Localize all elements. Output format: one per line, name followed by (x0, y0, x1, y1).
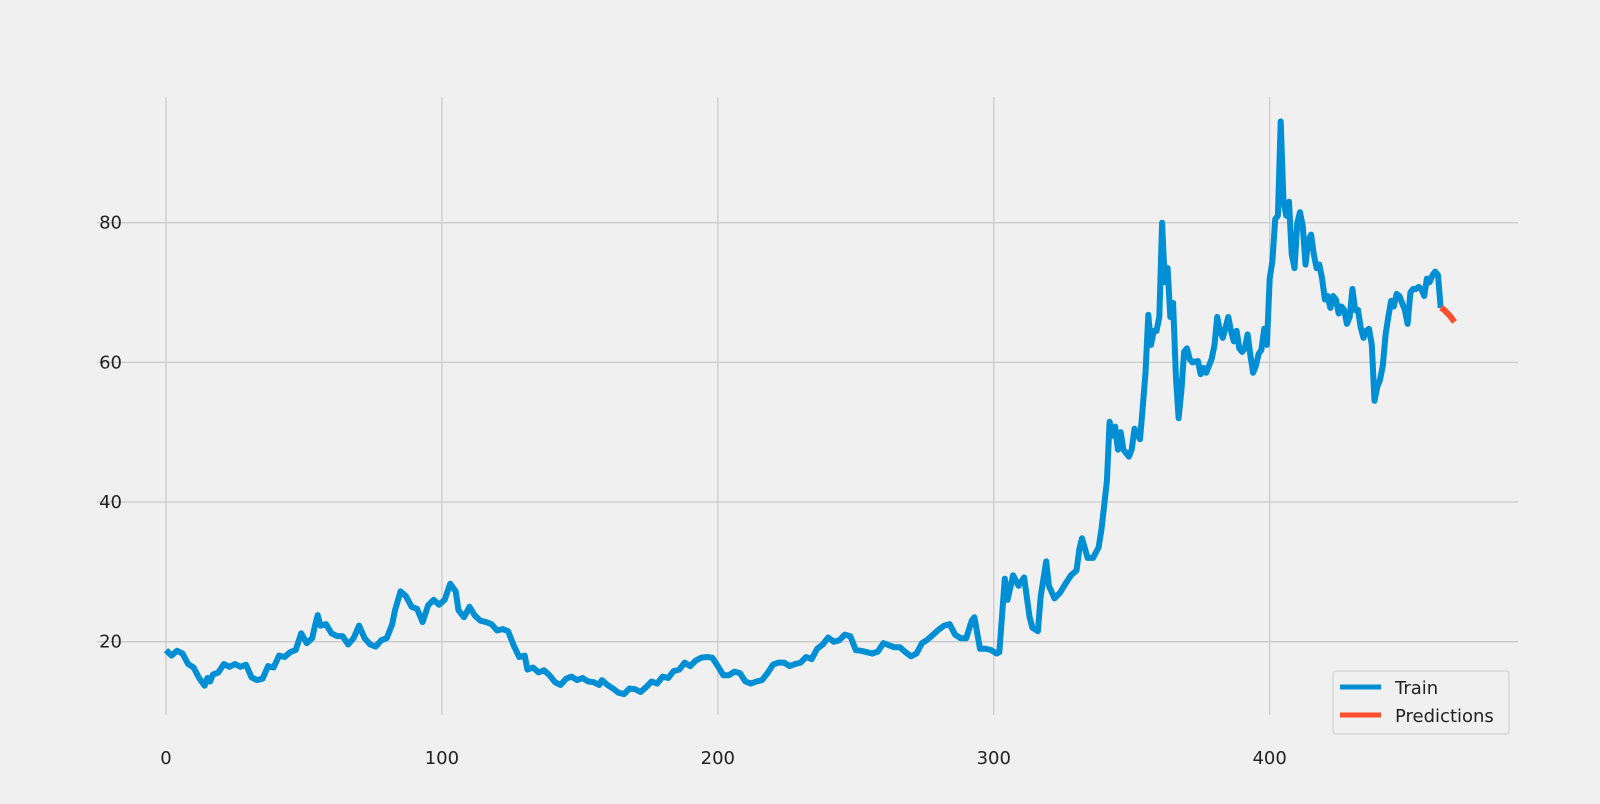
y-tick-label: 60 (99, 352, 122, 373)
y-tick-label: 20 (99, 632, 122, 653)
x-tick-label: 100 (425, 748, 459, 769)
legend-label-predictions: Predictions (1395, 706, 1494, 727)
grid-lines (97, 97, 1518, 715)
y-tick-label: 40 (99, 492, 122, 513)
x-tick-label: 400 (1252, 748, 1286, 769)
series-line-predictions (1439, 305, 1457, 324)
legend: Train Predictions (1332, 670, 1510, 735)
x-tick-label: 300 (977, 748, 1011, 769)
tick-labels: 0 100 200 300 400 20 40 60 80 (99, 213, 1287, 769)
legend-label-train: Train (1394, 678, 1438, 699)
x-tick-label: 0 (160, 748, 171, 769)
series-line-train (163, 118, 1444, 698)
x-tick-label: 200 (701, 748, 735, 769)
series-lines (163, 118, 1457, 698)
y-tick-label: 80 (99, 213, 122, 234)
